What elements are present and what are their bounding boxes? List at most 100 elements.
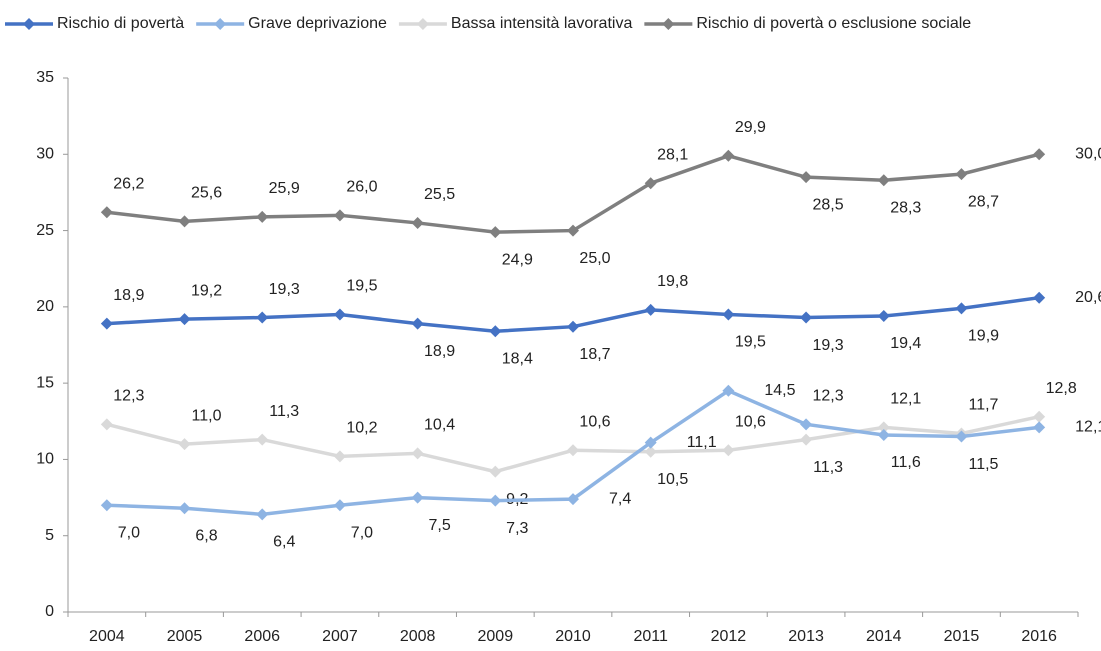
point-marker xyxy=(100,317,113,330)
point-marker xyxy=(722,384,735,397)
data-label: 6,4 xyxy=(273,534,295,551)
y-tick-label: 15 xyxy=(36,374,54,391)
point-marker xyxy=(256,508,269,521)
legend-marker xyxy=(23,18,35,30)
point-marker xyxy=(567,444,579,457)
point-marker xyxy=(955,168,968,181)
legend-label: Bassa intensità lavorativa xyxy=(451,15,633,32)
legend-marker xyxy=(214,18,227,30)
point-marker xyxy=(333,499,346,512)
point-marker xyxy=(644,436,657,449)
data-label: 10,4 xyxy=(424,417,455,434)
data-label: 19,5 xyxy=(735,334,766,351)
legend-marker xyxy=(662,18,675,30)
data-label: 7,0 xyxy=(351,524,373,541)
data-label: 26,2 xyxy=(113,175,144,192)
data-label: 14,5 xyxy=(764,382,795,399)
point-marker xyxy=(1033,421,1046,434)
data-label: 11,3 xyxy=(813,459,843,476)
y-tick-label: 0 xyxy=(45,603,54,620)
data-label: 11,5 xyxy=(968,456,998,473)
point-marker xyxy=(489,465,502,478)
data-label: 19,4 xyxy=(890,335,921,352)
series-line xyxy=(106,152,1040,234)
legend-label: Rischio di povertà xyxy=(57,15,184,32)
data-label: 19,5 xyxy=(346,278,377,295)
point-marker xyxy=(800,433,813,446)
point-marker xyxy=(333,209,346,222)
point-marker xyxy=(644,177,657,190)
data-label: 7,4 xyxy=(609,490,631,507)
point-marker xyxy=(489,226,502,239)
point-marker xyxy=(1033,410,1046,423)
point-marker xyxy=(178,438,191,451)
data-label: 18,4 xyxy=(502,350,533,367)
data-label: 28,7 xyxy=(968,193,999,210)
x-tick-label: 2011 xyxy=(633,628,668,645)
x-tick-label: 2009 xyxy=(478,628,514,645)
data-label: 11,1 xyxy=(687,434,717,451)
point-marker xyxy=(256,433,269,446)
legend-label: Grave deprivazione xyxy=(248,15,387,32)
data-label: 25,5 xyxy=(424,186,455,203)
point-marker xyxy=(178,502,191,515)
legend-label: Rischio di povertà o esclusione sociale xyxy=(696,15,971,32)
y-tick-label: 35 xyxy=(36,69,54,86)
data-label: 19,2 xyxy=(191,282,222,299)
point-marker xyxy=(100,418,113,431)
data-label: 28,1 xyxy=(657,146,688,163)
point-marker xyxy=(1033,291,1046,304)
point-marker xyxy=(567,224,579,237)
y-tick-label: 30 xyxy=(36,146,54,163)
data-label: 29,9 xyxy=(735,119,766,136)
point-marker xyxy=(722,308,735,321)
legend-marker xyxy=(416,18,429,30)
data-label: 7,0 xyxy=(118,524,140,541)
data-label: 10,2 xyxy=(346,420,377,437)
point-marker xyxy=(411,447,424,460)
point-marker xyxy=(722,149,735,162)
point-marker xyxy=(877,429,890,442)
data-label: 6,8 xyxy=(195,527,217,544)
data-label: 11,0 xyxy=(192,407,222,424)
data-label: 11,6 xyxy=(891,454,921,471)
y-tick-label: 10 xyxy=(36,451,54,468)
data-label: 18,7 xyxy=(579,346,610,363)
data-label: 28,5 xyxy=(813,196,844,213)
y-tick-label: 20 xyxy=(36,298,54,315)
data-label: 11,3 xyxy=(269,403,299,420)
data-label: 10,5 xyxy=(657,471,688,488)
point-marker xyxy=(800,311,813,324)
data-label: 26,0 xyxy=(346,179,377,196)
x-tick-label: 2015 xyxy=(944,628,980,645)
point-marker xyxy=(644,303,657,316)
data-label: 20,6 xyxy=(1075,289,1101,306)
x-tick-label: 2006 xyxy=(244,628,280,645)
x-tick-label: 2010 xyxy=(555,628,591,645)
data-label: 19,8 xyxy=(657,273,688,290)
point-marker xyxy=(333,450,346,463)
data-label: 12,3 xyxy=(113,388,144,405)
point-marker xyxy=(955,430,968,443)
data-label: 24,9 xyxy=(502,251,533,268)
point-marker xyxy=(722,444,735,457)
data-label: 19,3 xyxy=(813,337,844,354)
x-tick-label: 2016 xyxy=(1021,628,1057,645)
point-marker xyxy=(100,206,113,219)
data-label: 7,5 xyxy=(428,517,450,534)
x-tick-label: 2005 xyxy=(167,628,203,645)
data-label: 11,7 xyxy=(968,397,998,414)
x-tick-label: 2007 xyxy=(322,628,358,645)
x-tick-label: 2013 xyxy=(788,628,824,645)
point-marker xyxy=(411,317,424,330)
point-marker xyxy=(178,215,191,228)
point-marker xyxy=(411,491,424,504)
data-label: 10,6 xyxy=(735,413,766,430)
point-marker xyxy=(333,308,346,321)
data-label: 19,3 xyxy=(269,281,300,298)
data-label: 12,1 xyxy=(1075,419,1101,436)
point-marker xyxy=(877,174,890,187)
point-marker xyxy=(644,445,657,458)
point-marker xyxy=(567,493,579,506)
